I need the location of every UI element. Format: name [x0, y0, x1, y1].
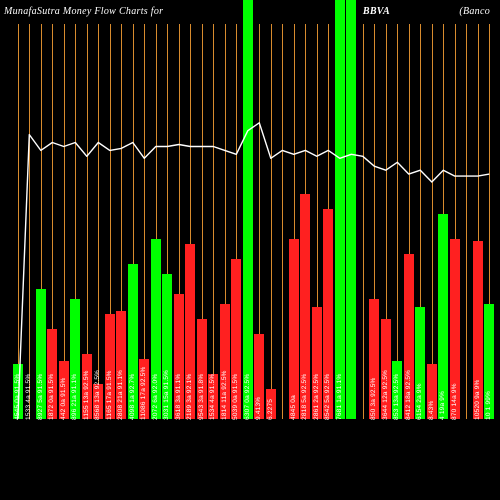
x-axis-label: 9.413%	[255, 397, 262, 420]
x-axis-label: 5039 0a 91.5%	[232, 374, 239, 420]
x-axis-label: 3031 15a 91.5%	[163, 370, 170, 420]
x-axis-label: 10520 9a 9%	[474, 379, 481, 420]
x-axis-label: 6154 2a 9%	[416, 383, 423, 420]
x-axis-label: 3644 12a 92.5%	[382, 370, 389, 420]
x-axis-label: 1534 4a 91.5%	[209, 374, 216, 420]
x-axis-label: 2818 5a 92.5%	[301, 374, 308, 420]
price-line	[0, 24, 500, 419]
x-axis-label: 8412 18a 92.5%	[405, 370, 412, 420]
x-axis-label: 2808 21a 91.1%	[117, 370, 124, 420]
x-axis-label: 8568 13a 92.5%	[94, 370, 101, 420]
x-axis-label: 2189 3a 92.1%	[186, 374, 193, 420]
x-axis-label: 6307 0a 92.5%	[244, 374, 251, 420]
x-axis-label: 6.2275	[267, 399, 274, 420]
x-axis-label: 4545 0a 91.5%	[14, 374, 21, 420]
x-axis-label: 896 21a 91.1%	[71, 374, 78, 420]
x-axis-label: 7681 1a 91.1%	[336, 374, 343, 420]
x-axis-label: 870 14a 9%	[451, 383, 458, 420]
x-axis-label: 442 0a 91.5%	[60, 377, 67, 420]
money-flow-chart: MunafaSutra Money Flow Charts for BBVA (…	[0, 0, 500, 500]
x-axis-label: 9543 3a 91.8%	[198, 374, 205, 420]
x-axis-label: 10 1 99%	[485, 391, 492, 420]
x-axis-label: 1155 13a 92.5%	[83, 370, 90, 420]
title-ticker: BBVA	[363, 6, 390, 17]
x-axis-label: 8927 5a 91.5%	[37, 374, 44, 420]
title-right-text: (Banco	[459, 6, 490, 17]
x-axis-label: 853 13a 92.5%	[393, 374, 400, 420]
x-axis-label: 850 3a 92.5%	[370, 377, 377, 420]
x-axis-label: 8.43%	[428, 401, 435, 420]
title-left-text: MunafaSutra Money Flow Charts for	[4, 6, 163, 17]
x-axis-label: 4098 1a 92.7%	[129, 374, 136, 420]
x-axis-labels: 4545 0a 91.5%1533 4a 91.5%8927 5a 91.5%1…	[0, 420, 500, 500]
x-axis-label: 2072 6a 92.0%	[152, 374, 159, 420]
x-axis-label: 4845 0a	[290, 395, 297, 420]
x-axis-label: 11086 17a 92.5%	[140, 367, 147, 420]
x-axis-label: 4 19a 9%	[439, 391, 446, 420]
x-axis-label: 8542 5a 92.5%	[324, 374, 331, 420]
plot-area	[0, 24, 500, 419]
x-axis-label: 3618 3a 91.1%	[175, 374, 182, 420]
x-axis-label: 1814 11a 92.5%	[221, 370, 228, 420]
x-axis-label: 1872 0a 91.5%	[48, 374, 55, 420]
x-axis-label: 2861 2a 92.5%	[313, 374, 320, 420]
x-axis-label: 1533 4a 91.5%	[25, 374, 32, 420]
x-axis-label: 1165 17a 91.5%	[106, 370, 113, 420]
